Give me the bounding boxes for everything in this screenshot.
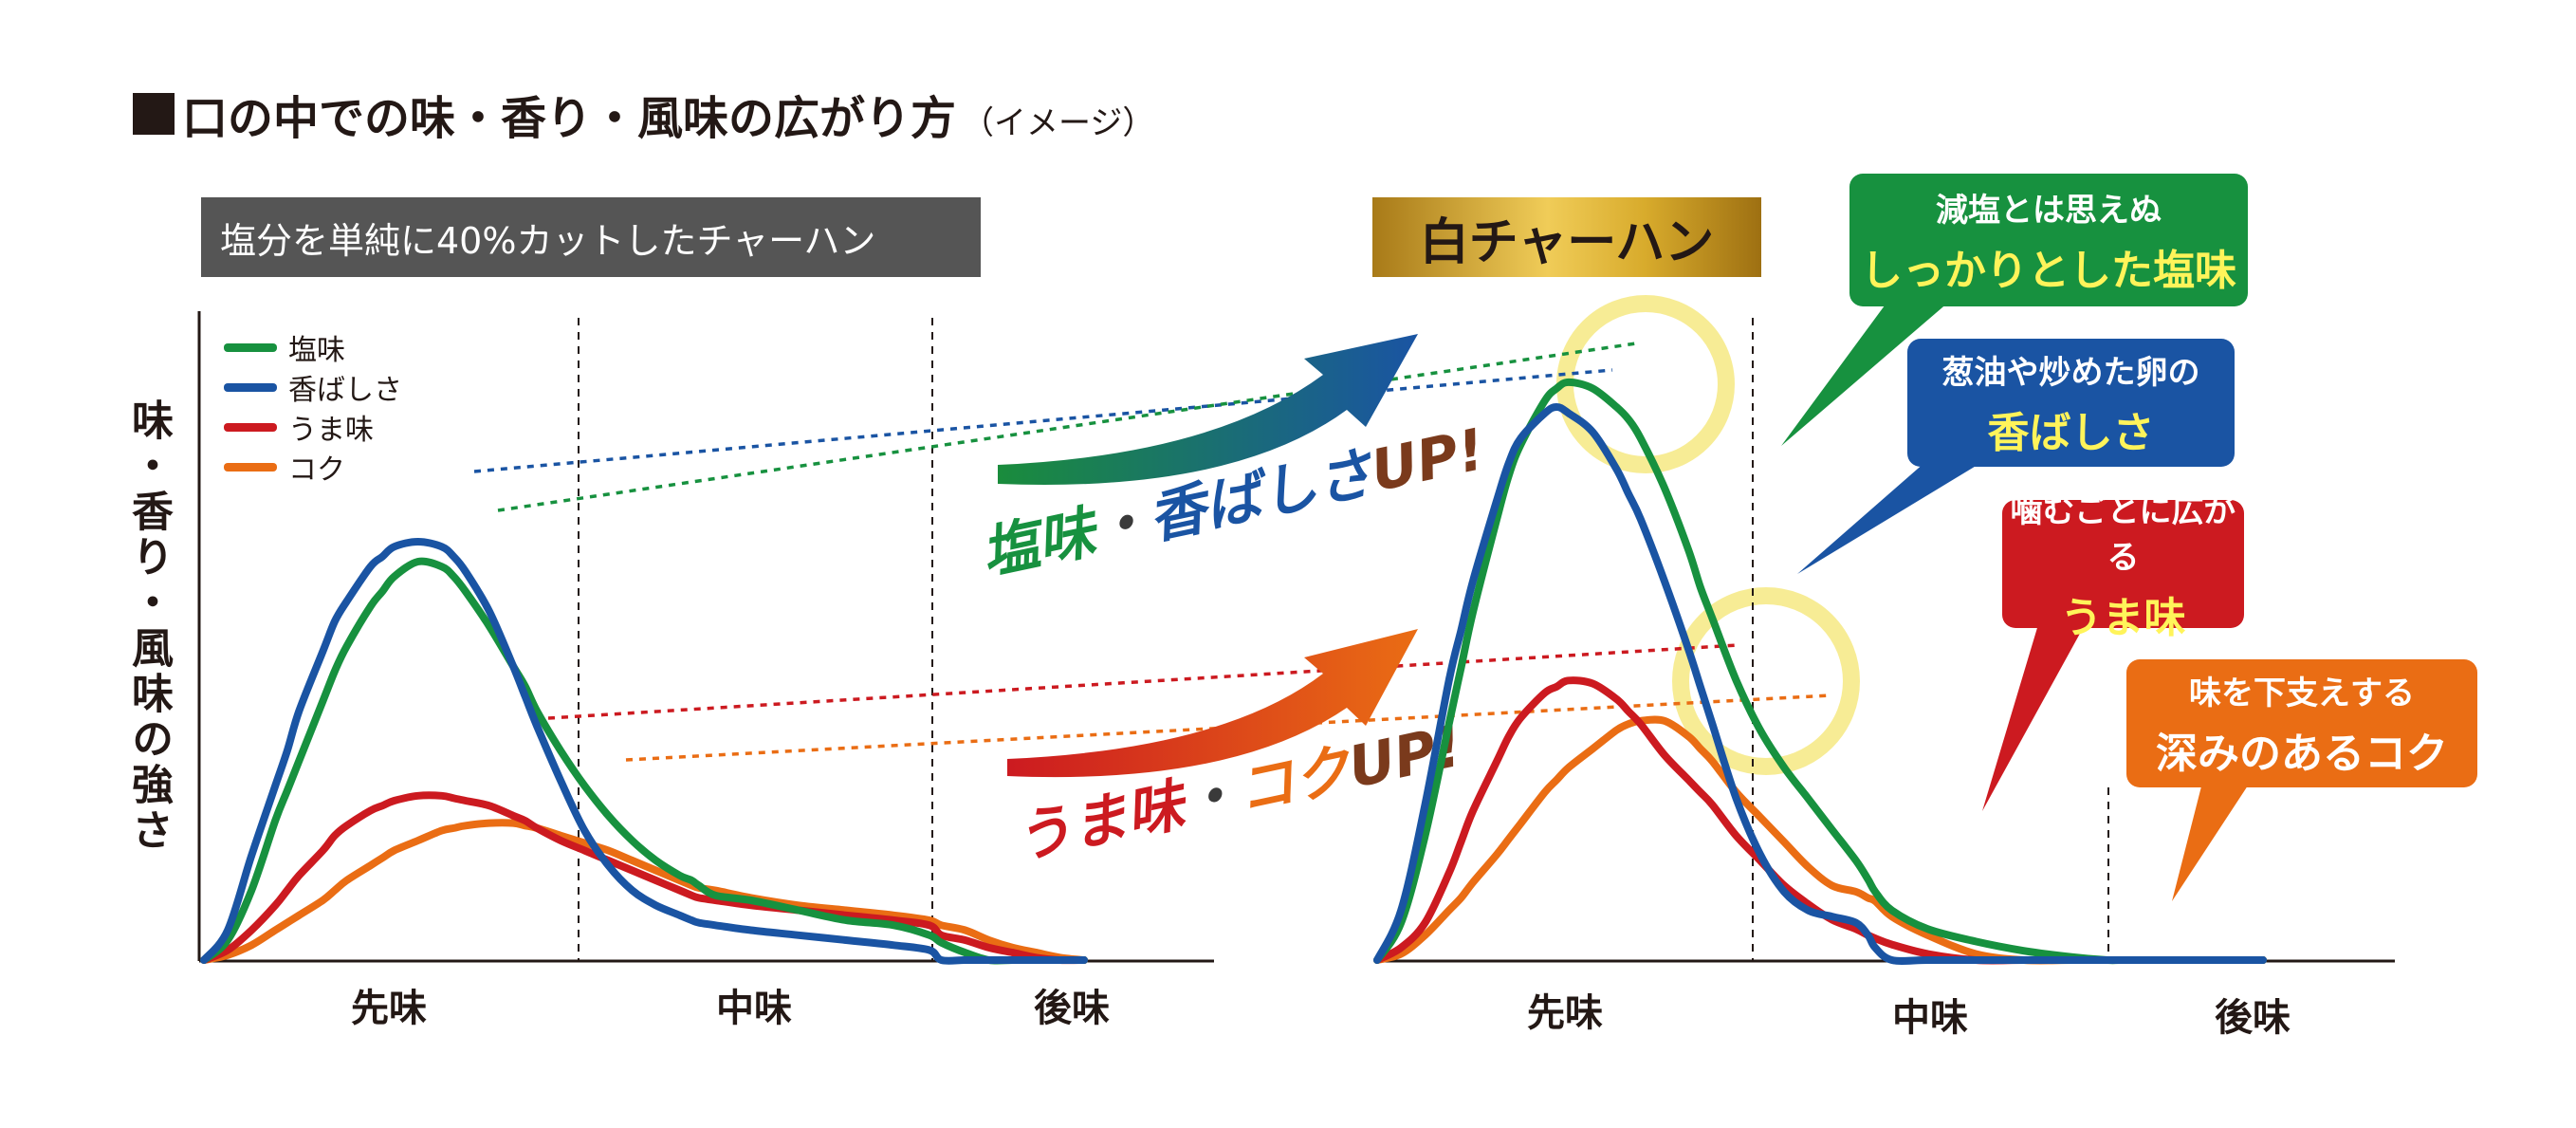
callout-koku-line1: 味を下支えする	[2189, 675, 2415, 712]
callout-salt-line1: 減塩とは思えぬ	[1936, 191, 2162, 230]
legend: 塩味 香ばしさ うま味 コク	[224, 327, 402, 487]
arrow-top	[998, 334, 1418, 486]
page-title: 口の中での味・香り・風味の広がり方 （イメージ）	[133, 81, 1154, 147]
left-series-line-umami	[200, 791, 1088, 965]
arrow-label-bottom-umami: うま味	[1009, 771, 1195, 873]
legend-swatch-koku	[224, 462, 277, 472]
legend-swatch-aroma	[224, 382, 277, 392]
legend-item-umami: うま味	[224, 407, 402, 447]
arrow-label-top-up: UP!	[1365, 416, 1490, 505]
callout-aroma-tail	[1797, 462, 1982, 574]
highlight-circle-umami	[1672, 587, 1860, 775]
right-chart-series	[1373, 378, 2267, 965]
callout-umami-line1: 噛むごとに広がる	[2010, 491, 2236, 577]
right-chart-axes	[1375, 318, 2395, 963]
callout-salt: 減塩とは思えぬ しっかりとした塩味	[1849, 174, 2248, 306]
left-series-line-aroma	[200, 538, 1088, 965]
legend-label-umami: うま味	[288, 414, 374, 447]
callout-koku-line2: 深みのあるコク	[2156, 730, 2448, 778]
title-square-icon	[133, 93, 175, 135]
legend-label-koku: コク	[288, 453, 345, 487]
left-x-label-ato: 後味	[1034, 987, 1110, 1030]
left-series-line-koku	[200, 819, 1088, 964]
callout-aroma-line1: 葱油や炒めた卵の	[1941, 354, 2200, 392]
legend-label-salt: 塩味	[288, 334, 345, 367]
callout-aroma-line2: 香ばしさ	[1987, 409, 2155, 457]
callout-koku: 味を下支えする 深みのあるコク	[2126, 659, 2477, 787]
callout-umami-tail	[1982, 621, 2087, 811]
left-series-line-salt	[200, 557, 1088, 965]
legend-swatch-umami	[224, 422, 277, 432]
title-main: 口の中での味・香り・風味の広がり方	[182, 92, 957, 145]
y-axis-label: 味・香り・風味の強さ	[124, 398, 173, 854]
callout-umami-line2: うま味	[2060, 593, 2186, 642]
right-x-label-ato: 後味	[2215, 996, 2291, 1040]
callout-koku-tail	[2172, 783, 2250, 901]
arrow-label-top-salt: 塩味	[976, 498, 1107, 588]
legend-label-aroma: 香ばしさ	[288, 374, 402, 407]
callout-salt-tail	[1781, 302, 1949, 446]
left-x-label-naka: 中味	[716, 987, 792, 1030]
title-note: （イメージ）	[962, 104, 1155, 142]
callout-salt-line2: しっかりとした塩味	[1861, 246, 2236, 295]
legend-item-salt: 塩味	[224, 327, 402, 367]
right-series-line-aroma	[1373, 403, 2267, 965]
left-chart-series	[200, 538, 1088, 965]
connector-aroma	[473, 368, 1613, 473]
right-x-label-saki: 先味	[1527, 991, 1603, 1035]
arrow-bottom	[1007, 629, 1418, 778]
left-chart-banner: 塩分を単純に40%カットしたチャーハン	[201, 197, 981, 277]
legend-item-koku: コク	[224, 447, 402, 487]
callout-aroma: 葱油や炒めた卵の 香ばしさ	[1907, 339, 2235, 467]
right-x-label-naka: 中味	[1892, 996, 1968, 1040]
legend-swatch-salt	[224, 342, 277, 352]
connector-salt	[497, 342, 1637, 512]
right-chart-banner: 白チャーハン	[1372, 197, 1761, 277]
callout-umami: 噛むごとに広がる うま味	[2002, 492, 2244, 642]
legend-item-aroma: 香ばしさ	[224, 367, 402, 407]
left-x-label-saki: 先味	[351, 987, 427, 1030]
